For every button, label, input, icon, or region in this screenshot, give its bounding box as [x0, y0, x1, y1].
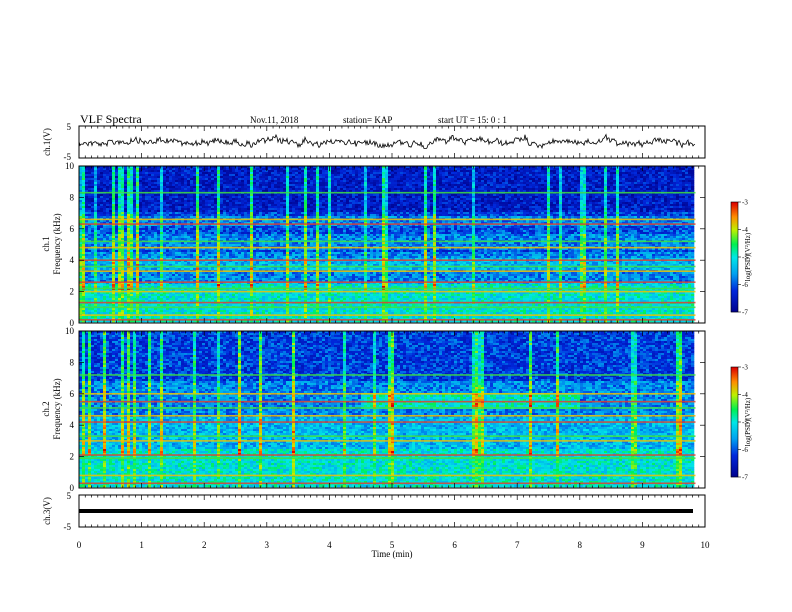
- time-tick-label: 8: [578, 540, 583, 550]
- figure-title: VLF Spectra: [80, 112, 142, 126]
- ch1-spectrogram-channel-label: ch.1: [41, 236, 51, 251]
- frequency-tick-label: 10: [65, 161, 75, 171]
- ch1-spectrogram-ylabel: Frequency (kHz): [52, 213, 62, 274]
- ch3-ytick-bottom: -5: [64, 522, 72, 532]
- ch1-ytick-bottom: -5: [64, 152, 72, 162]
- frequency-tick-label: 8: [70, 192, 75, 202]
- frequency-tick-label: 4: [70, 255, 75, 265]
- narrowband-line: [79, 421, 696, 423]
- colorbar-tick-label: -6: [742, 281, 748, 289]
- narrowband-line: [79, 218, 696, 221]
- narrowband-line: [79, 314, 696, 316]
- ch1-spectrogram-image: [79, 166, 705, 323]
- time-axis-label: Time (min): [372, 549, 413, 559]
- narrowband-line: [79, 246, 696, 249]
- colorbar-tick-label: -6: [742, 446, 748, 454]
- ch1-colorbar-label: log(PSD)(V²/Hz): [744, 232, 752, 281]
- time-tick-label: 7: [515, 540, 520, 550]
- ch1-ytick-top: 5: [67, 122, 72, 132]
- time-tick-label: 3: [265, 540, 270, 550]
- ch2-colorbar: -3 -4 -5 -6 -7: [730, 364, 748, 482]
- ch3-waveform-trace: [79, 509, 693, 513]
- colorbar-tick-label: -4: [742, 226, 748, 234]
- narrowband-line: [79, 290, 696, 293]
- time-tick-label: 4: [327, 540, 332, 550]
- time-tick-label: 9: [640, 540, 645, 550]
- narrowband-line: [79, 474, 696, 477]
- narrowband-line: [79, 393, 696, 395]
- ch2-spectrogram-image: [79, 331, 705, 488]
- ch1-colorbar: -3 -4 -5 -6 -7: [730, 199, 748, 317]
- ch1-waveform-panel: 5 -5 ch.1(V): [42, 122, 706, 162]
- time-tick-label: 2: [202, 540, 207, 550]
- time-tick-label: 1: [139, 540, 144, 550]
- narrowband-line: [79, 440, 696, 442]
- ch3-waveform-ticks: [78, 495, 706, 527]
- ch3-ytick-top: 5: [67, 491, 72, 501]
- time-tick-label: 0: [77, 540, 82, 550]
- narrowband-line: [79, 400, 696, 403]
- narrowband-line: [79, 191, 696, 194]
- narrowband-line: [79, 319, 696, 321]
- narrowband-line: [79, 223, 696, 225]
- colorbar-tick-label: -3: [742, 364, 748, 372]
- narrowband-line: [79, 270, 696, 272]
- frequency-tick-label: 2: [70, 452, 75, 462]
- frequency-tick-label: 0: [70, 483, 75, 493]
- narrowband-line: [79, 301, 696, 304]
- narrowband-line: [79, 259, 696, 261]
- start-ut-label: start UT = 15: 0 : 1: [438, 115, 507, 125]
- frequency-tick-label: 4: [70, 420, 75, 430]
- narrowband-line: [79, 407, 696, 409]
- narrowband-line: [79, 306, 696, 309]
- frequency-tick-label: 2: [70, 287, 75, 297]
- frequency-tick-label: 10: [65, 326, 75, 336]
- ch2-spectrogram-channel-label: ch.2: [41, 401, 51, 416]
- colorbar-tick-label: -4: [742, 391, 748, 399]
- colorbar-tick-label: -7: [742, 309, 748, 317]
- ch1-waveform-trace: [78, 133, 696, 150]
- narrowband-line: [79, 482, 696, 485]
- time-tick-label: 5: [390, 540, 395, 550]
- ch2-colorbar-label: log(PSD)(V²/Hz): [744, 397, 752, 446]
- frequency-tick-label: 0: [70, 318, 75, 328]
- narrowband-line: [79, 287, 696, 290]
- ch1-waveform-ticks: [78, 126, 706, 158]
- frequency-tick-label: 6: [70, 224, 75, 234]
- station-label: station= KAP: [343, 115, 392, 125]
- colorbar-tick-label: -5: [742, 419, 748, 427]
- ch3-waveform-ylabel: ch.3(V): [42, 497, 52, 525]
- frequency-tick-label: 6: [70, 389, 75, 399]
- ch2-spectrogram-ylabel: Frequency (kHz): [52, 378, 62, 439]
- ch3-waveform-panel: 5 -5 ch.3(V) 0 1 2 3 4 5 6 7 8 9 10 Time (min): [42, 491, 710, 559]
- narrowband-line: [79, 281, 696, 283]
- ch2-spectrogram-ticks: 0 2 4 6 8 10: [65, 326, 706, 493]
- narrowband-line: [79, 435, 696, 437]
- time-axis-tick-labels: 0 1 2 3 4 5 6 7 8 9 10: [77, 540, 710, 550]
- colorbar-tick-label: -5: [742, 254, 748, 262]
- ch1-spectrogram-ticks: 0 2 4 6 8 10: [65, 161, 706, 328]
- colorbar-tick-label: -7: [742, 474, 748, 482]
- date-label: Nov.11, 2018: [250, 115, 299, 125]
- ch1-waveform-ylabel: ch.1(V): [42, 128, 52, 156]
- time-tick-label: 10: [701, 540, 711, 550]
- narrowband-line: [79, 457, 696, 459]
- narrowband-line: [79, 374, 696, 376]
- narrowband-line: [79, 414, 696, 417]
- time-tick-label: 6: [452, 540, 457, 550]
- frequency-tick-label: 8: [70, 357, 75, 367]
- colorbar-tick-label: -3: [742, 199, 748, 207]
- narrowband-line: [79, 454, 696, 456]
- narrowband-line: [79, 265, 696, 268]
- narrowband-line: [79, 240, 696, 243]
